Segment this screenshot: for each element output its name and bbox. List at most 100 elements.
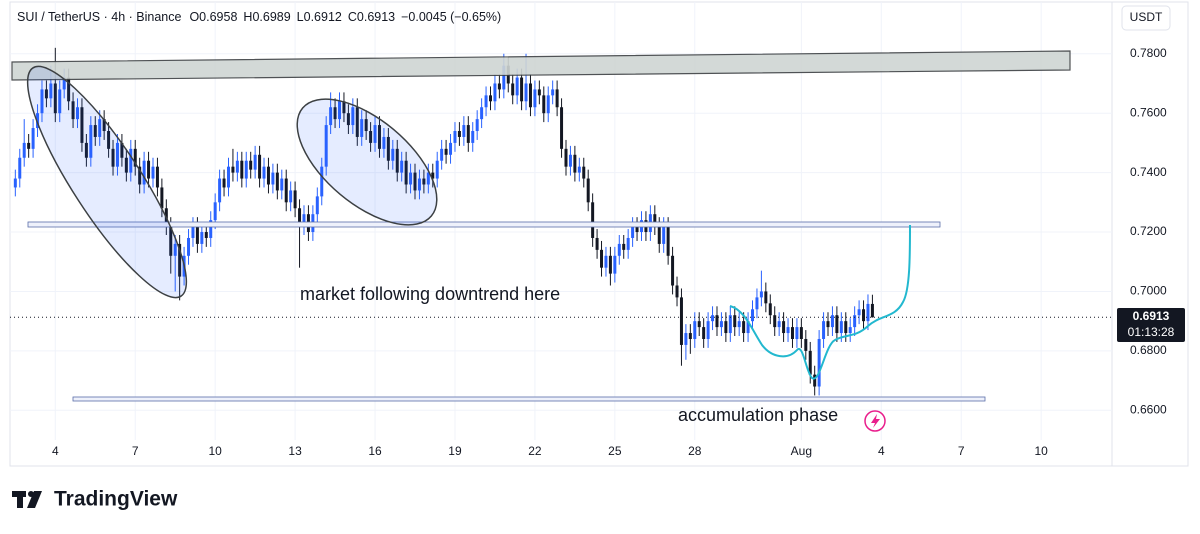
x-tick-label: 10 bbox=[208, 444, 222, 458]
candle-body bbox=[275, 172, 279, 191]
candle-body bbox=[280, 178, 284, 191]
candle-body bbox=[115, 142, 119, 167]
y-tick-label: 0.7200 bbox=[1130, 224, 1167, 238]
candle-body bbox=[302, 214, 306, 227]
candle-body bbox=[369, 131, 373, 143]
candle-body bbox=[422, 178, 426, 185]
candle-body bbox=[608, 255, 612, 274]
candle-body bbox=[533, 89, 537, 108]
candle-body bbox=[160, 187, 164, 209]
candle-body bbox=[338, 101, 342, 120]
candle-body bbox=[346, 113, 350, 126]
candle-body bbox=[564, 148, 568, 167]
candle-body bbox=[728, 315, 732, 334]
candle-body bbox=[191, 226, 195, 238]
candle-body bbox=[622, 243, 626, 250]
candle-body bbox=[457, 131, 461, 137]
y-tick-label: 0.7800 bbox=[1130, 46, 1167, 60]
x-tick-label: 7 bbox=[132, 444, 139, 458]
support-line bbox=[27, 221, 941, 228]
candle-body bbox=[822, 321, 826, 339]
candle-body bbox=[515, 77, 519, 96]
candle-body bbox=[80, 107, 84, 143]
candle-body bbox=[764, 291, 768, 304]
candle-body bbox=[489, 95, 493, 102]
candle-body bbox=[284, 178, 288, 203]
candle-body bbox=[293, 190, 297, 209]
candle-body bbox=[209, 220, 213, 238]
trend-ellipse bbox=[26, 65, 188, 299]
x-tick-label: 4 bbox=[52, 444, 59, 458]
candle-body bbox=[244, 160, 248, 179]
candle-body bbox=[719, 321, 723, 328]
candle-body bbox=[98, 119, 102, 137]
candle-body bbox=[58, 89, 62, 114]
candle-body bbox=[93, 125, 97, 137]
ohlc-value: 0.6913 bbox=[357, 10, 395, 24]
candle-body bbox=[835, 315, 839, 334]
candle-body bbox=[702, 327, 706, 339]
candle-body bbox=[40, 89, 44, 114]
candle-body bbox=[409, 172, 413, 185]
candle-body bbox=[582, 166, 586, 179]
candle-body bbox=[31, 128, 35, 149]
candle-body bbox=[746, 321, 750, 334]
candle-body bbox=[169, 226, 173, 256]
y-tick-label: 0.6800 bbox=[1130, 343, 1167, 357]
candle-body bbox=[493, 83, 497, 102]
candle-body bbox=[604, 255, 608, 268]
candle-body bbox=[475, 119, 479, 132]
candle-body bbox=[240, 160, 244, 179]
candle-body bbox=[262, 166, 266, 179]
candle-body bbox=[62, 77, 66, 90]
candle-body bbox=[129, 148, 133, 173]
candle-body bbox=[813, 374, 817, 387]
ohlc-label: H bbox=[243, 10, 252, 24]
ohlc-value: 0.6958 bbox=[199, 10, 237, 24]
candle-body bbox=[586, 178, 590, 203]
logo-part bbox=[27, 491, 42, 508]
candle-body bbox=[666, 226, 670, 256]
candle-body bbox=[724, 321, 728, 334]
unit-button[interactable] bbox=[1121, 5, 1171, 31]
candle-body bbox=[111, 148, 115, 167]
candle-body bbox=[440, 148, 444, 161]
candle-body bbox=[222, 178, 226, 188]
candle-body bbox=[320, 166, 324, 197]
candle-body bbox=[235, 160, 239, 173]
candle-body bbox=[142, 160, 146, 185]
candle-body bbox=[151, 166, 155, 179]
candle-body bbox=[693, 321, 697, 339]
candle-body bbox=[444, 148, 448, 155]
candle-body bbox=[662, 226, 666, 244]
candle-body bbox=[626, 237, 630, 250]
candle-body bbox=[844, 321, 848, 334]
candle-body bbox=[848, 327, 852, 334]
candle-body bbox=[173, 243, 177, 256]
candle-body bbox=[577, 166, 581, 173]
x-tick-label: 16 bbox=[368, 444, 382, 458]
candle-body bbox=[560, 107, 564, 149]
candle-body bbox=[839, 321, 843, 334]
candle-body bbox=[697, 321, 701, 328]
header: SUI / TetherUS · 4h · Binance O0.6958 H0.6… bbox=[17, 10, 501, 24]
candle-body bbox=[22, 142, 26, 158]
candle-body bbox=[226, 166, 230, 188]
candle-body bbox=[200, 232, 204, 244]
candle-body bbox=[466, 125, 470, 143]
candle-body bbox=[53, 83, 57, 114]
candle-body bbox=[497, 83, 501, 90]
candle-body bbox=[777, 321, 781, 328]
candle-body bbox=[298, 208, 302, 227]
candle-body bbox=[684, 333, 688, 345]
candle-body bbox=[49, 83, 53, 99]
x-tick-label: 22 bbox=[528, 444, 542, 458]
candle-body bbox=[857, 309, 861, 316]
candle-body bbox=[71, 101, 75, 120]
resistance-zone bbox=[11, 50, 1071, 81]
candle-body bbox=[733, 315, 737, 328]
candle-body bbox=[528, 83, 532, 108]
candle-body bbox=[671, 255, 675, 286]
candle-body bbox=[480, 107, 484, 120]
candle-body bbox=[360, 119, 364, 137]
